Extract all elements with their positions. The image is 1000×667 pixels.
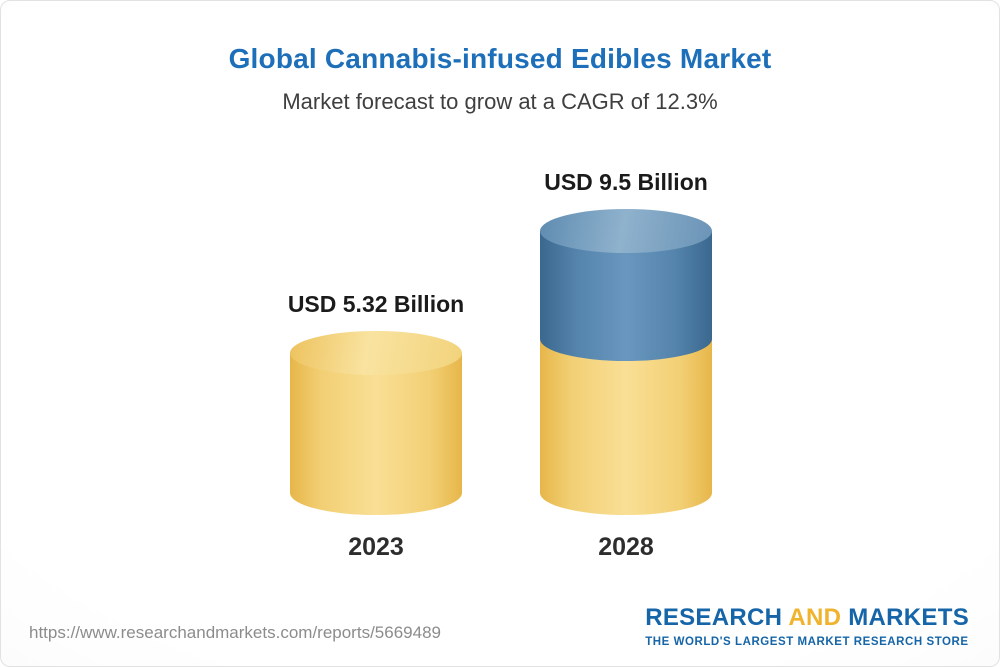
bar-2028-top-ellipse <box>540 209 712 253</box>
logo-word-and: AND <box>788 604 842 631</box>
logo-tagline: THE WORLD'S LARGEST MARKET RESEARCH STOR… <box>645 636 969 648</box>
page-title: Global Cannabis-infused Edibles Market <box>228 43 772 74</box>
value-label-2028: USD 9.5 Billion <box>544 169 708 195</box>
logo-wordmark: RESEARCH AND MARKETS <box>645 604 969 632</box>
page-subtitle: Market forecast to grow at a CAGR of 12.… <box>282 89 718 114</box>
category-label-2023: 2023 <box>348 533 404 561</box>
report-url: https://www.researchandmarkets.com/repor… <box>29 623 441 642</box>
category-label-2028: 2028 <box>598 533 654 561</box>
logo-word-markets: MARKETS <box>848 604 969 631</box>
bar-2028-base-segment <box>540 339 712 515</box>
bar-2028-cylinder <box>540 209 712 515</box>
research-and-markets-logo: RESEARCH AND MARKETS THE WORLD'S LARGEST… <box>645 604 969 648</box>
bar-2023-body <box>290 353 462 515</box>
bar-2023-cylinder <box>290 331 462 515</box>
logo-word-research: RESEARCH <box>645 604 783 631</box>
value-label-2023: USD 5.32 Billion <box>287 291 465 317</box>
bar-2023-top-ellipse <box>290 331 462 375</box>
